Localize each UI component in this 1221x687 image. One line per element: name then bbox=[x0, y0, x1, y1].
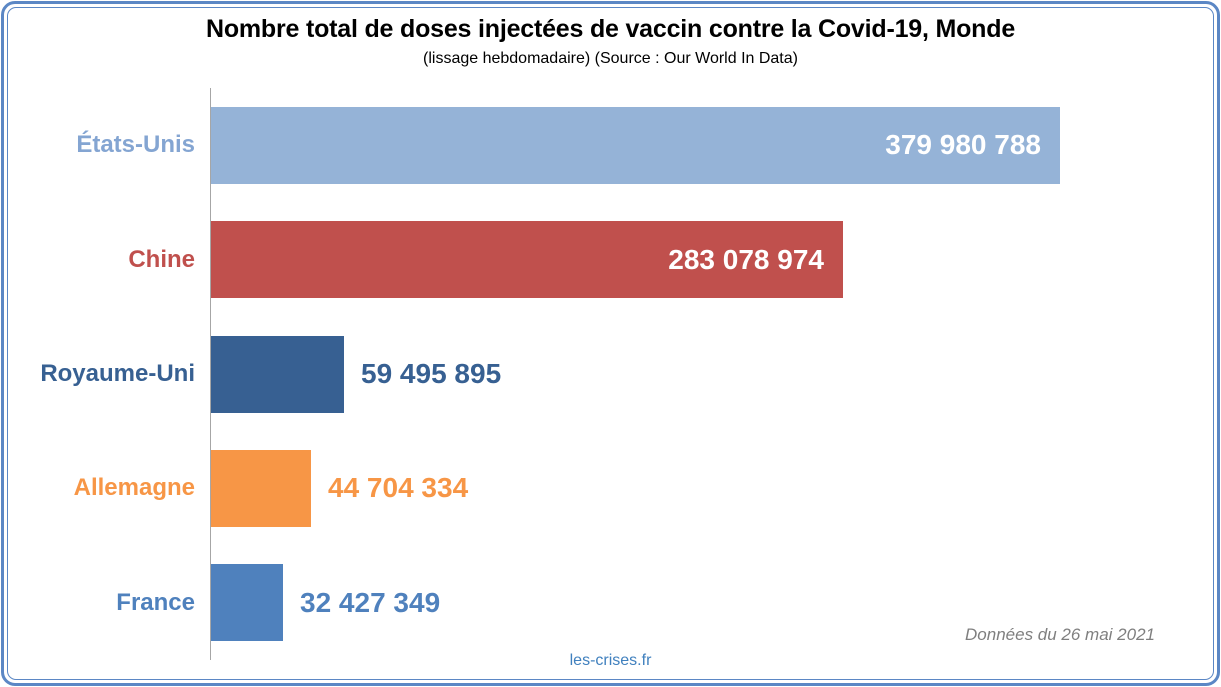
category-label: États-Unis bbox=[76, 131, 195, 159]
bar-row: France 32 427 349 bbox=[0, 546, 1221, 660]
bar-row: Royaume-Uni 59 495 895 bbox=[0, 317, 1221, 431]
bar bbox=[211, 335, 344, 413]
y-axis-line bbox=[210, 88, 211, 660]
value-label: 283 078 974 bbox=[668, 243, 824, 275]
category-label: France bbox=[116, 588, 195, 616]
bar-track: 32 427 349 bbox=[211, 564, 1221, 642]
value-label: 59 495 895 bbox=[361, 358, 502, 390]
bar-row: Allemagne 44 704 334 bbox=[0, 431, 1221, 545]
value-label: 32 427 349 bbox=[300, 586, 441, 618]
bar: 379 980 788 bbox=[211, 106, 1060, 184]
site-credit: les-crises.fr bbox=[569, 652, 652, 669]
value-label: 44 704 334 bbox=[328, 472, 469, 504]
bar bbox=[211, 449, 311, 527]
category-label: Allemagne bbox=[73, 474, 195, 502]
chart-title: Nombre total de doses injectées de vacci… bbox=[205, 15, 1016, 43]
value-label: 379 980 788 bbox=[885, 129, 1041, 161]
data-date-note: Données du 26 mai 2021 bbox=[965, 625, 1155, 644]
bar bbox=[211, 564, 283, 642]
category-label: Royaume-Uni bbox=[40, 360, 195, 388]
bar-track: 44 704 334 bbox=[211, 449, 1221, 527]
bar-chart: États-Unis 379 980 788 Chine 283 078 974 Roy… bbox=[0, 88, 1221, 660]
category-label: Chine bbox=[128, 245, 195, 273]
bar-row: Chine 283 078 974 bbox=[0, 202, 1221, 316]
bar-track: 59 495 895 bbox=[211, 335, 1221, 413]
bar: 283 078 974 bbox=[211, 221, 843, 299]
bar-track: 379 980 788 bbox=[211, 106, 1221, 184]
bar-track: 283 078 974 bbox=[211, 221, 1221, 299]
bar-row: États-Unis 379 980 788 bbox=[0, 88, 1221, 202]
chart-subtitle: (lissage hebdomadaire) (Source : Our Wor… bbox=[423, 50, 798, 67]
